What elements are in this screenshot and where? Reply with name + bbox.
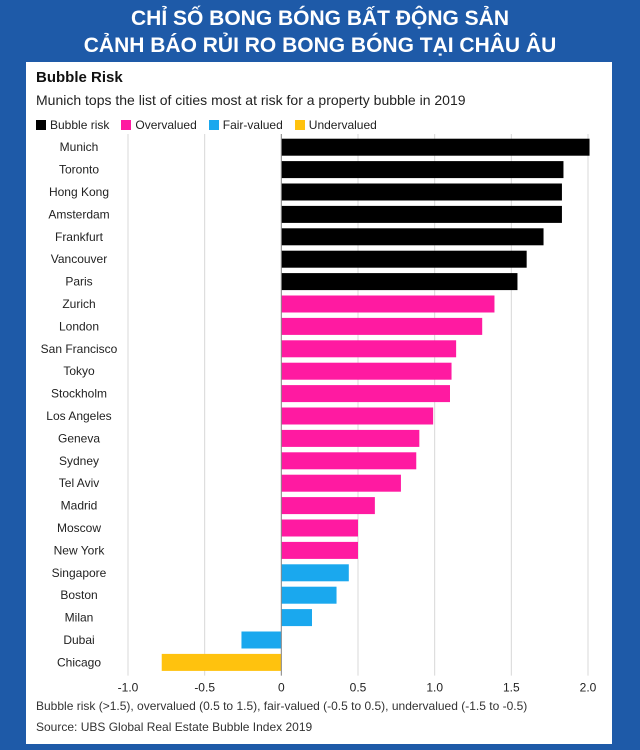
category-label-moscow: Moscow (57, 521, 101, 535)
bar-tokyo (281, 362, 452, 380)
bar-geneva (281, 429, 420, 447)
category-label-chicago: Chicago (57, 655, 101, 669)
category-label-toronto: Toronto (59, 163, 99, 177)
header-banner: CHỈ SỐ BONG BÓNG BẤT ĐỘNG SẢN CẢNH BÁO R… (0, 0, 640, 62)
bar-frankfurt (281, 228, 544, 246)
bar-hong-kong (281, 183, 562, 201)
category-label-boston: Boston (60, 588, 97, 602)
legend-swatch-bubble-risk (36, 120, 46, 130)
category-label-tel-aviv: Tel Aviv (59, 476, 99, 490)
bar-los-angeles (281, 407, 434, 425)
legend-swatch-overvalued (121, 120, 132, 130)
x-tick-label-6: 2.0 (580, 681, 597, 695)
bar-new-york (281, 541, 358, 559)
legend-swatch-fair-valued (208, 120, 219, 130)
chart-footnote: Bubble risk (>1.5), overvalued (0.5 to 1… (36, 699, 528, 713)
legend-item-fair-valued: Fair-valued (208, 118, 283, 132)
category-label-hong-kong: Hong Kong (49, 185, 109, 199)
legend-item-bubble-risk: Bubble risk (36, 118, 109, 132)
chart-legend: Bubble risk Overvalued Fair-valued Under… (36, 116, 389, 134)
legend-label-fair-valued: Fair-valued (222, 118, 283, 132)
category-label-singapore: Singapore (52, 566, 107, 580)
chart-subtitle: Munich tops the list of cities most at r… (36, 92, 466, 108)
bar-sydney (281, 452, 417, 470)
bar-dubai (241, 631, 282, 649)
category-label-new-york: New York (54, 543, 106, 557)
category-label-stockholm: Stockholm (51, 387, 107, 401)
bar-san-francisco (281, 340, 457, 358)
category-label-san-francisco: San Francisco (41, 342, 118, 356)
bar-milan (281, 609, 312, 627)
category-label-amsterdam: Amsterdam (48, 207, 109, 221)
bar-zurich (281, 295, 495, 313)
category-label-milan: Milan (65, 611, 94, 625)
x-tick-label-2: 0 (278, 681, 285, 695)
bar-munich (281, 138, 590, 156)
category-label-munich: Munich (60, 140, 99, 154)
x-tick-label-5: 1.5 (503, 681, 520, 695)
bar-paris (281, 273, 518, 291)
chart-title: Bubble Risk (36, 69, 123, 86)
bar-madrid (281, 497, 375, 515)
legend-item-undervalued: Undervalued (294, 118, 377, 132)
category-label-paris: Paris (65, 275, 92, 289)
bar-london (281, 317, 483, 335)
category-label-los-angeles: Los Angeles (46, 409, 111, 423)
category-label-frankfurt: Frankfurt (55, 230, 104, 244)
legend-label-undervalued: Undervalued (308, 118, 377, 132)
bar-stockholm (281, 385, 450, 403)
x-tick-label-1: -0.5 (194, 681, 215, 695)
bar-boston (281, 586, 337, 604)
legend-label-bubble-risk: Bubble risk (50, 118, 110, 132)
category-label-london: London (59, 319, 99, 333)
category-label-vancouver: Vancouver (51, 252, 107, 266)
x-tick-label-4: 1.0 (426, 681, 443, 695)
chart-source: Source: UBS Global Real Estate Bubble In… (36, 720, 313, 734)
category-label-tokyo: Tokyo (63, 364, 95, 378)
bar-vancouver (281, 250, 527, 268)
bar-singapore (281, 564, 349, 582)
category-label-sydney: Sydney (59, 454, 99, 468)
bar-moscow (281, 519, 358, 537)
category-label-zurich: Zurich (62, 297, 95, 311)
banner-title-line-1: CHỈ SỐ BONG BÓNG BẤT ĐỘNG SẢN (130, 7, 509, 30)
category-label-geneva: Geneva (58, 431, 100, 445)
x-tick-label-0: -1.0 (118, 681, 139, 695)
category-label-dubai: Dubai (63, 633, 94, 647)
legend-item-overvalued: Overvalued (121, 118, 197, 132)
x-tick-label-3: 0.5 (350, 681, 367, 695)
legend-swatch-undervalued (294, 120, 305, 130)
bar-toronto (281, 161, 564, 179)
bar-chicago (161, 653, 282, 671)
category-label-madrid: Madrid (61, 499, 98, 513)
bar-tel-aviv (281, 474, 401, 492)
bar-amsterdam (281, 205, 562, 223)
legend-label-overvalued: Overvalued (135, 118, 197, 132)
banner-title-line-2: CẢNH BÁO RỦI RO BONG BÓNG TẠI CHÂU ÂU (83, 34, 557, 57)
